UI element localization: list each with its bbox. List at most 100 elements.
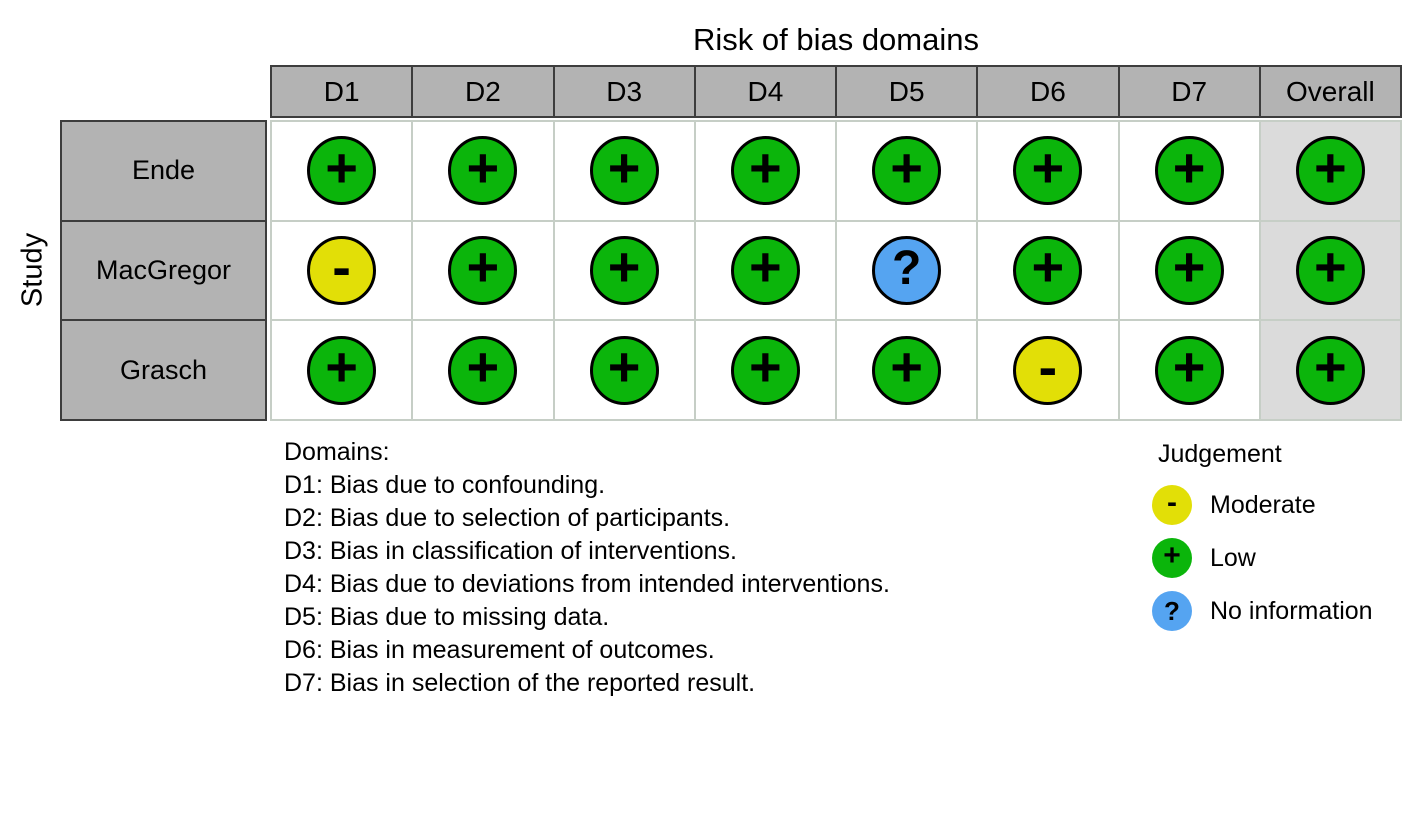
domains-note: Domains: D1: Bias due to confounding. D2:… xyxy=(284,436,890,700)
judgement-circle-no_information: ? xyxy=(872,235,942,305)
domain-line-d6: D6: Bias in measurement of outcomes. xyxy=(284,636,715,664)
column-header-d1: D1 xyxy=(272,67,414,116)
low-symbol-icon: + xyxy=(1314,335,1347,399)
judgement-circle-low: + xyxy=(448,135,518,206)
judgement-circle-low: + xyxy=(1295,235,1365,305)
low-symbol-icon: + xyxy=(1031,135,1065,199)
judgement-circle-low: + xyxy=(589,135,659,206)
judgement-circle-low: + xyxy=(448,235,518,305)
judgement-circle-low: + xyxy=(1154,135,1224,206)
low-symbol-icon: + xyxy=(607,235,641,299)
low-symbol-icon: + xyxy=(1172,235,1206,299)
risk-cell-grasch-overall: + xyxy=(1260,321,1400,419)
risk-cell-ende-d5: + xyxy=(837,122,977,220)
risk-cell-macgregor-overall: + xyxy=(1260,221,1400,320)
judgement-circle-low: + xyxy=(1295,135,1365,206)
judgement-circle-low: + xyxy=(1013,135,1083,206)
risk-cell-ende-d6: + xyxy=(978,122,1118,220)
judgement-circle-low: + xyxy=(730,135,800,206)
low-symbol-icon: + xyxy=(607,135,641,199)
row-labels: Ende MacGregor Grasch xyxy=(60,120,267,421)
domain-line-d4: D4: Bias due to deviations from intended… xyxy=(284,570,890,598)
low-symbol-icon: + xyxy=(749,235,782,299)
legend-item-label: Low xyxy=(1210,543,1256,572)
judgement-circle-low: + xyxy=(1295,335,1365,405)
judgement-circle-low: + xyxy=(448,335,518,405)
legend-item-no_information: ? No information xyxy=(1152,591,1373,631)
low-symbol-icon: + xyxy=(466,135,500,199)
risk-cell-grasch-d2: + xyxy=(413,321,553,419)
low-symbol-icon: + xyxy=(1172,335,1206,399)
low-symbol-icon: + xyxy=(890,335,923,399)
row-label-grasch: Grasch xyxy=(119,354,208,385)
low-symbol-icon: + xyxy=(749,135,782,199)
domain-line-d5: D5: Bias due to missing data. xyxy=(284,603,610,631)
judgement-circle-low: + xyxy=(1154,235,1224,305)
judgement-circle-low: + xyxy=(872,335,942,405)
column-header-d4: D4 xyxy=(696,67,837,116)
risk-cell-grasch-d3: + xyxy=(554,321,694,419)
low-symbol-icon: + xyxy=(607,335,641,399)
low-symbol-icon: + xyxy=(466,335,500,399)
risk-cell-ende-d2: + xyxy=(413,122,553,220)
risk-grid: + + + + + + + + - + + +? + + + + + + + + - + + xyxy=(270,120,1402,421)
judgement-circle-low: + xyxy=(1152,538,1192,578)
low-symbol-icon: + xyxy=(1163,539,1181,572)
judgement-circle-low: + xyxy=(307,335,377,405)
judgement-circle-low: + xyxy=(872,136,942,206)
judgement-circle-moderate: - xyxy=(1013,335,1083,405)
low-symbol-icon: + xyxy=(325,135,358,199)
low-symbol-icon: + xyxy=(1314,135,1347,199)
domain-line-d3: D3: Bias in classification of interventi… xyxy=(284,537,737,565)
no_information-symbol-icon: ? xyxy=(1164,596,1180,626)
no_information-symbol-icon: ? xyxy=(891,242,922,296)
column-header-overall: Overall xyxy=(1286,75,1375,107)
low-symbol-icon: + xyxy=(1031,235,1065,299)
judgement-circle-low: + xyxy=(307,135,377,206)
moderate-symbol-icon: - xyxy=(332,235,351,299)
domain-line-d7: D7: Bias in selection of the reported re… xyxy=(284,669,756,697)
row-label-macgregor: MacGregor xyxy=(62,222,265,322)
risk-cell-ende-d3: + xyxy=(554,122,694,220)
low-symbol-icon: + xyxy=(1314,235,1347,299)
risk-cell-grasch-d5: + xyxy=(837,321,977,419)
domains-heading: Domains: xyxy=(284,438,390,466)
column-header-d7: D7 xyxy=(1120,67,1261,116)
risk-cell-ende-d7: + xyxy=(1119,122,1259,220)
legend-item-low: + Low xyxy=(1152,538,1373,578)
risk-cell-ende-d1: + xyxy=(272,122,412,220)
judgement-circle-low: + xyxy=(589,235,659,305)
moderate-symbol-icon: - xyxy=(1038,335,1058,399)
low-symbol-icon: + xyxy=(749,335,782,399)
risk-cell-macgregor-d5: ? xyxy=(837,221,977,320)
low-symbol-icon: + xyxy=(466,235,500,299)
legend: Judgement - Moderate + Low ? No information xyxy=(1152,440,1373,644)
column-header-d6: D6 xyxy=(978,67,1120,116)
risk-cell-macgregor-d1: - xyxy=(272,221,412,320)
legend-item-label: Moderate xyxy=(1210,490,1316,519)
legend-title: Judgement xyxy=(1158,440,1282,468)
column-header-d3: D3 xyxy=(555,67,696,116)
column-header-d5: D5 xyxy=(837,67,979,116)
risk-cell-ende-overall: + xyxy=(1260,122,1400,220)
legend-items: - Moderate + Low ? No information xyxy=(1152,485,1373,631)
risk-cell-ende-d4: + xyxy=(695,122,835,220)
risk-cell-macgregor-d7: + xyxy=(1119,221,1259,320)
row-label-ende: Ende xyxy=(62,122,265,222)
risk-cell-macgregor-d2: + xyxy=(413,221,553,320)
moderate-symbol-icon: - xyxy=(1167,486,1177,519)
column-header-d2: D2 xyxy=(413,67,555,116)
risk-cell-macgregor-d6: + xyxy=(978,221,1118,320)
domain-line-d2: D2: Bias due to selection of participant… xyxy=(284,504,731,532)
plot-title: Risk of bias domains xyxy=(692,22,979,57)
judgement-circle-low: + xyxy=(589,335,659,405)
legend-item-moderate: - Moderate xyxy=(1152,485,1373,525)
judgement-circle-low: + xyxy=(730,335,800,405)
low-symbol-icon: + xyxy=(1172,135,1206,199)
judgement-circle-no_information: ? xyxy=(1152,591,1192,631)
judgement-circle-moderate: - xyxy=(1152,485,1192,525)
risk-cell-macgregor-d4: + xyxy=(695,221,835,320)
judgement-circle-low: + xyxy=(1154,335,1224,405)
domain-line-d1: D1: Bias due to confounding. xyxy=(284,471,606,499)
